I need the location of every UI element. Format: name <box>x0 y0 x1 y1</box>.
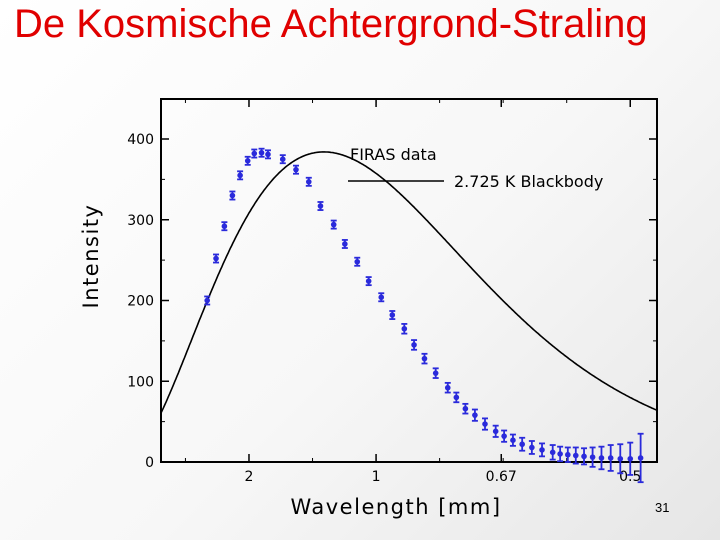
data-point <box>539 442 546 458</box>
data-point <box>509 433 516 447</box>
data-point <box>341 239 348 249</box>
data-point <box>401 323 408 335</box>
y-tick-label: 300 <box>127 213 154 229</box>
data-point <box>528 440 535 455</box>
data-point <box>432 367 439 379</box>
data-point <box>421 352 428 365</box>
data-point <box>607 444 614 472</box>
x-tick-label: 2 <box>245 469 254 485</box>
y-tick-label: 0 <box>145 455 154 471</box>
data-point <box>501 429 508 443</box>
data-point <box>637 432 644 484</box>
data-points <box>204 147 644 484</box>
data-point <box>519 436 526 452</box>
data-point <box>389 310 396 320</box>
x-axis-label: Wavelength [mm] <box>290 495 501 519</box>
data-point <box>365 276 372 287</box>
data-point <box>471 408 478 422</box>
y-axis-ticks: 0 100 200 300 400 <box>127 98 657 471</box>
data-point <box>229 190 236 201</box>
data-point <box>492 424 499 438</box>
data-point <box>330 219 337 230</box>
blackbody-curve <box>160 151 658 414</box>
data-point <box>572 446 579 465</box>
x-tick-label: 0.5 <box>619 469 641 485</box>
data-point <box>627 441 634 476</box>
data-point <box>264 149 271 160</box>
x-tick-label: 0.67 <box>486 469 517 485</box>
data-point <box>244 155 251 166</box>
y-tick-label: 100 <box>127 374 154 390</box>
data-point <box>279 154 286 165</box>
y-axis-label: Intensity <box>79 204 103 309</box>
data-point <box>237 170 244 181</box>
slide-title: De Kosmische Achtergrond-Straling <box>14 2 648 46</box>
data-point <box>444 381 451 394</box>
data-point <box>213 253 220 264</box>
data-point <box>482 417 489 431</box>
data-point <box>221 221 228 232</box>
data-point <box>557 445 564 463</box>
legend-label-blackbody: 2.725 K Blackbody <box>454 172 603 191</box>
data-point <box>251 148 258 159</box>
legend: FIRAS data 2.725 K Blackbody <box>348 145 603 191</box>
data-point <box>581 447 588 466</box>
data-point <box>354 256 361 267</box>
data-point <box>204 295 211 306</box>
plot-frame <box>160 98 658 463</box>
data-point <box>617 443 624 475</box>
data-point <box>598 445 605 471</box>
data-point <box>462 402 469 415</box>
data-point <box>378 292 385 303</box>
data-point <box>453 391 460 404</box>
legend-label-firas: FIRAS data <box>350 145 437 164</box>
data-point <box>411 339 418 351</box>
data-point <box>258 147 265 158</box>
data-point <box>549 444 556 461</box>
page-number: 31 <box>655 500 670 515</box>
data-point <box>317 201 324 211</box>
data-point <box>589 446 596 468</box>
y-tick-label: 400 <box>127 132 154 148</box>
data-point <box>305 176 312 187</box>
y-tick-label: 200 <box>127 294 154 310</box>
x-tick-label: 1 <box>372 469 381 485</box>
data-point <box>292 164 299 175</box>
data-point <box>564 446 571 463</box>
